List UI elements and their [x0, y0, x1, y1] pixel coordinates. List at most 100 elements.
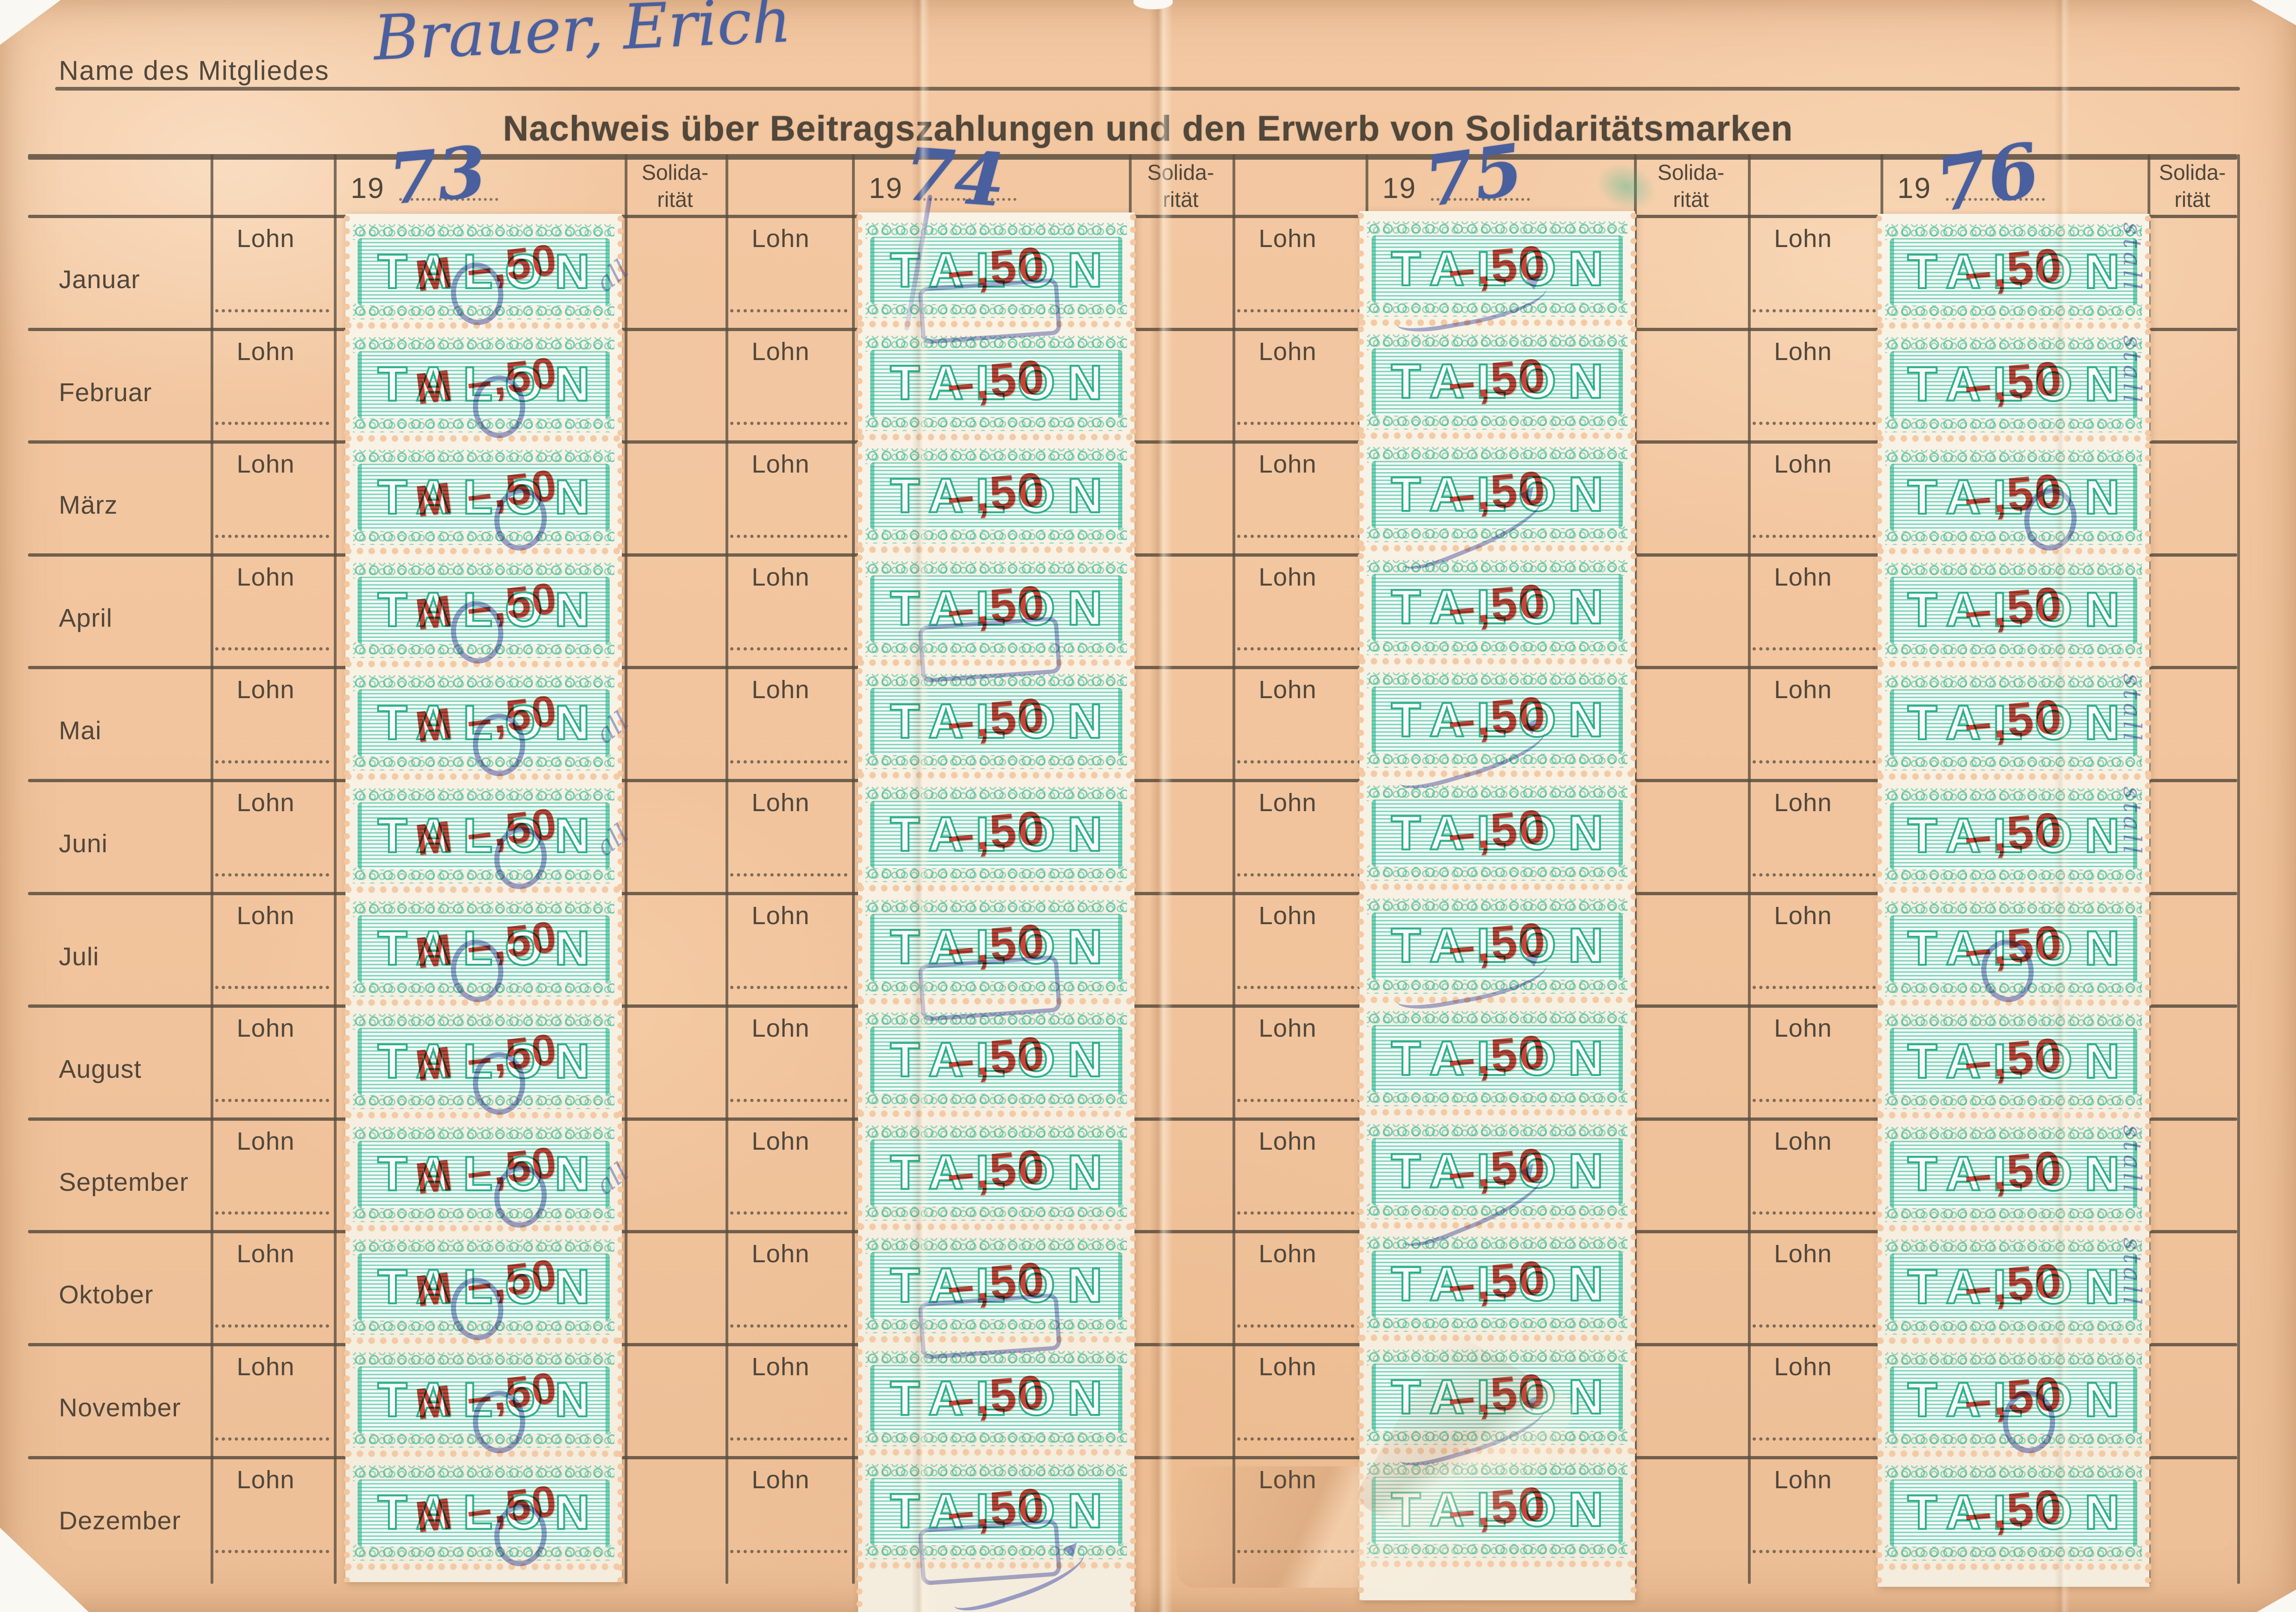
stamp-perforation	[856, 771, 1136, 780]
stamp-lace	[1885, 1544, 2142, 1561]
wage-dotted-line	[730, 534, 847, 538]
talon-stamp: TALON –,50 stall	[1876, 332, 2151, 443]
stamp-lace	[866, 1092, 1127, 1108]
solidarity-column-header: rität	[1673, 187, 1709, 212]
stamp-lace	[353, 675, 614, 692]
stamp-text: TALON	[377, 1259, 602, 1315]
wage-label: Lohn	[1774, 450, 1832, 479]
stamp-text: TALON	[889, 1258, 1115, 1314]
cancel-ring-mark	[472, 375, 525, 438]
stamp-lace	[1367, 334, 1627, 350]
talon-stamp: TALON –,50	[856, 1458, 1136, 1585]
stamp-text: TALON	[889, 242, 1115, 298]
month-label: Februar	[59, 377, 152, 407]
stamp-lace	[866, 1430, 1127, 1446]
wage-label: Lohn	[1774, 1353, 1832, 1381]
wage-label: Lohn	[237, 225, 295, 253]
stamp-lace	[866, 1238, 1127, 1254]
wage-label: Lohn	[752, 563, 810, 591]
talon-stamp: TALON –,50	[1358, 1231, 1637, 1343]
stamp-perforation	[1876, 1223, 2151, 1233]
cancel-text-fragment: stall	[2118, 335, 2146, 406]
stamp-strip: TALON –,50 stall TALON –,50 stall TALON –,50 TAL…	[1875, 214, 2152, 1587]
stamp-band: TALON	[1372, 1476, 1623, 1544]
column-line	[1748, 154, 1751, 1584]
talon-stamp: TALON M –,50	[344, 1460, 624, 1571]
stamp-perforation	[344, 659, 624, 669]
stamp-band: TALON	[358, 1140, 610, 1208]
stamp-band: TALON	[358, 576, 610, 644]
stamp-band: TALON	[870, 575, 1122, 643]
stamp-lace	[1885, 788, 2142, 804]
wage-dotted-line	[1237, 1550, 1361, 1554]
stamp-perforation	[1876, 546, 2151, 556]
stamp-band: TALON	[1890, 464, 2137, 531]
wage-dotted-line	[1753, 986, 1876, 990]
talon-stamp: TALON –,50	[856, 556, 1136, 683]
stamp-text: TALON	[1390, 1031, 1616, 1087]
stamp-perforation	[344, 1336, 624, 1346]
cancel-text-fragment: stall	[2118, 1237, 2146, 1309]
stamp-band: TALON	[1890, 689, 2137, 757]
stamp-band: TALON	[1890, 1253, 2137, 1321]
stamp-text: TALON	[889, 806, 1115, 863]
stamp-lace	[353, 1014, 614, 1030]
stamp-lace	[1367, 865, 1627, 881]
stamp-lace	[866, 1125, 1127, 1141]
talon-stamp: TALON –,50	[1358, 1118, 1637, 1254]
stamp-text: TALON	[1907, 1259, 2132, 1315]
wage-label: Lohn	[1774, 1014, 1832, 1043]
stamp-band: TALON	[1890, 1140, 2137, 1208]
stamp-text: TALON	[889, 355, 1115, 411]
wage-dotted-line	[1753, 1437, 1876, 1441]
wage-label: Lohn	[1259, 1240, 1317, 1268]
stamp-lace	[353, 1206, 614, 1222]
year-dotted-line	[399, 173, 498, 201]
column-line	[211, 154, 213, 1584]
talon-stamp: TALON –,50 stall	[1876, 219, 2151, 330]
wage-dotted-line	[215, 1550, 329, 1554]
stamp-band: TALON	[1890, 1479, 2137, 1547]
wage-dotted-line	[215, 873, 329, 877]
stamp-lace	[866, 528, 1127, 544]
stamp-lace	[1885, 642, 2142, 658]
stamp-text: TALON	[1907, 920, 2132, 976]
wage-label: Lohn	[237, 337, 295, 366]
stamp-lace	[1885, 416, 2142, 432]
wage-label: Lohn	[1259, 1014, 1317, 1043]
wage-label: Lohn	[1259, 225, 1317, 253]
wage-dotted-line	[1237, 1098, 1361, 1102]
wage-dotted-line	[1237, 760, 1361, 764]
wage-label: Lohn	[752, 789, 810, 817]
wage-dotted-line	[730, 1324, 847, 1328]
wage-label: Lohn	[1259, 789, 1317, 817]
stamp-text: TALON	[889, 1371, 1115, 1427]
stamp-lace	[866, 415, 1127, 431]
wage-label: Lohn	[237, 1465, 295, 1494]
wage-label: Lohn	[752, 676, 810, 704]
stamp-text: TALON	[377, 244, 602, 300]
month-label: April	[59, 603, 113, 632]
cancel-ring-mark	[472, 1391, 525, 1453]
stamp-band: TALON	[1372, 1251, 1623, 1318]
stamp-perforation	[1876, 433, 2151, 443]
stamp-text: TALON	[1907, 1485, 2132, 1541]
stamp-perforation	[1358, 656, 1637, 666]
stamp-lace	[1367, 1541, 1627, 1558]
stamp-lace	[353, 337, 614, 353]
year-handwriting: 75	[1420, 128, 1528, 223]
stamp-text: TALON	[1907, 356, 2132, 412]
stamp-lace	[866, 1351, 1127, 1367]
stamp-perforation	[344, 1449, 624, 1458]
scan-corner	[2251, 0, 2296, 25]
wage-dotted-line	[215, 1098, 329, 1102]
month-label: Juni	[59, 829, 108, 858]
scan-corner	[0, 0, 61, 45]
solidarity-column-header: Solida-	[2159, 160, 2226, 184]
wage-label: Lohn	[1774, 225, 1832, 253]
stamp-perforation	[856, 996, 1136, 1006]
stamp-perforation	[856, 432, 1136, 442]
talon-stamp: TALON –,50 stall	[1876, 1234, 2151, 1346]
stamp-band: TALON	[1372, 1364, 1623, 1431]
